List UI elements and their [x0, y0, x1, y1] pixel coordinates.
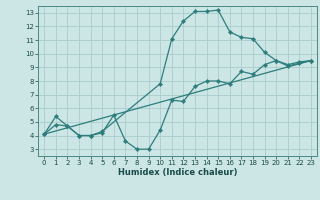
X-axis label: Humidex (Indice chaleur): Humidex (Indice chaleur)	[118, 168, 237, 177]
